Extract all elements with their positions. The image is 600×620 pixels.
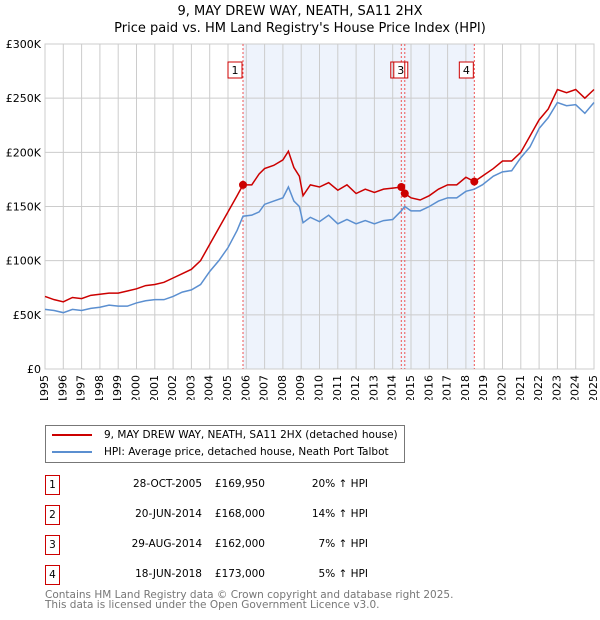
sale-label-box — [390, 61, 406, 79]
legend-label: 9, MAY DREW WAY, NEATH, SA11 2HX (detach… — [104, 429, 398, 441]
x-tick-label: 2000 — [130, 375, 143, 400]
y-tick-label: £300K — [6, 38, 42, 51]
sale-number: 4 — [45, 565, 60, 585]
x-tick-label: 1995 — [38, 375, 51, 400]
chart-title: 9, MAY DREW WAY, NEATH, SA11 2HX — [177, 4, 423, 19]
sale-date: 18-JUN-2018 — [135, 568, 202, 580]
sale-number: 3 — [45, 535, 60, 555]
x-tick-label: 2015 — [404, 375, 417, 400]
x-tick-label: 2011 — [331, 375, 344, 400]
x-tick-label: 2019 — [477, 375, 490, 400]
sale-price: £169,950 — [214, 478, 265, 490]
sale-label: 1 — [232, 64, 239, 77]
x-tick-label: 2016 — [422, 375, 435, 400]
sale-label-box — [227, 61, 243, 79]
x-tick-label: 1996 — [56, 375, 69, 400]
y-tick-label: £100K — [6, 255, 42, 268]
y-tick-label: £0 — [27, 363, 41, 376]
legend: 9, MAY DREW WAY, NEATH, SA11 2HX (detach… — [45, 425, 405, 463]
sale-point — [397, 183, 406, 191]
sale-point — [470, 177, 479, 186]
sale-number: 2 — [45, 505, 60, 525]
sale-number: 1 — [45, 475, 60, 495]
legend-swatch-blue — [52, 451, 92, 453]
x-tick-label: 2023 — [550, 375, 563, 400]
x-tick-label: 2009 — [294, 375, 307, 400]
sale-label-box — [458, 61, 474, 79]
x-tick-label: 2020 — [496, 375, 509, 400]
legend-item-hpi: HPI: Average price, detached house, Neat… — [52, 444, 389, 460]
footer: Contains HM Land Registry data © Crown c… — [45, 589, 454, 611]
sale-price: £173,000 — [214, 568, 265, 580]
x-tick-label: 2006 — [239, 375, 252, 400]
price-chart: 1995 1996 1997 1998 1999 2000 2001 2002 2003 2004… — [6, 38, 600, 400]
footer-copyright: Contains HM Land Registry data © Crown c… — [45, 589, 454, 601]
plot-frame — [44, 43, 595, 370]
sale-date: 29-AUG-2014 — [131, 538, 202, 550]
sale-hpi-delta: 7% ↑ HPI — [318, 538, 368, 550]
sale-point — [400, 189, 409, 198]
x-tick-label: 2022 — [532, 375, 545, 400]
x-tick-label: 2018 — [459, 375, 472, 400]
sale-price: £168,000 — [214, 508, 265, 520]
legend-label: HPI: Average price, detached house, Neat… — [104, 446, 389, 458]
x-tick-label: 2024 — [569, 375, 582, 400]
x-tick-label: 2008 — [276, 375, 289, 400]
sale-point — [239, 180, 248, 189]
y-tick-label: £250K — [6, 92, 42, 105]
x-tick-label: 2001 — [148, 375, 161, 400]
y-tick-label: £150K — [6, 201, 42, 214]
hpi-line — [44, 101, 595, 314]
table-row: 2 20-JUN-2014 £168,000 14% ↑ HPI — [45, 505, 385, 525]
y-tick-label: £200K — [6, 146, 42, 159]
x-tick-label: 2002 — [166, 375, 179, 400]
x-tick-label: 2003 — [184, 375, 197, 400]
sale-price: £162,000 — [214, 538, 265, 550]
chart-subtitle: Price paid vs. HM Land Registry's House … — [114, 21, 486, 36]
x-tick-label: 2010 — [313, 375, 326, 400]
sale-label: 3 — [397, 64, 404, 77]
sale-date: 20-JUN-2014 — [135, 508, 202, 520]
y-tick-label: £50K — [13, 309, 42, 322]
sale-hpi-delta: 5% ↑ HPI — [318, 568, 368, 580]
legend-item-property: 9, MAY DREW WAY, NEATH, SA11 2HX (detach… — [52, 427, 398, 443]
x-tick-label: 2004 — [203, 375, 216, 400]
x-tick-label: 2012 — [349, 375, 362, 400]
footer-licence: This data is licensed under the Open Gov… — [45, 599, 380, 611]
property-price-line — [44, 88, 595, 303]
sale-date: 28-OCT-2005 — [133, 478, 202, 490]
x-tick-label: 1998 — [93, 375, 106, 400]
sale-hpi-delta: 20% ↑ HPI — [311, 478, 368, 490]
table-row: 3 29-AUG-2014 £162,000 7% ↑ HPI — [45, 535, 385, 555]
table-row: 1 28-OCT-2005 £169,950 20% ↑ HPI — [45, 475, 385, 495]
x-tick-label: 2007 — [258, 375, 271, 400]
x-tick-label: 2021 — [514, 375, 527, 400]
x-tick-label: 2014 — [386, 375, 399, 400]
x-tick-label: 2013 — [367, 375, 380, 400]
x-tick-label: 2017 — [441, 375, 454, 400]
sale-label: 4 — [463, 64, 470, 77]
legend-swatch-red — [52, 434, 92, 436]
x-tick-label: 1997 — [75, 375, 88, 400]
x-tick-label: 1999 — [111, 375, 124, 400]
x-tick-label: 2025 — [587, 375, 600, 400]
x-tick-label: 2005 — [221, 375, 234, 400]
sale-hpi-delta: 14% ↑ HPI — [311, 508, 368, 520]
table-row: 4 18-JUN-2018 £173,000 5% ↑ HPI — [45, 565, 385, 585]
